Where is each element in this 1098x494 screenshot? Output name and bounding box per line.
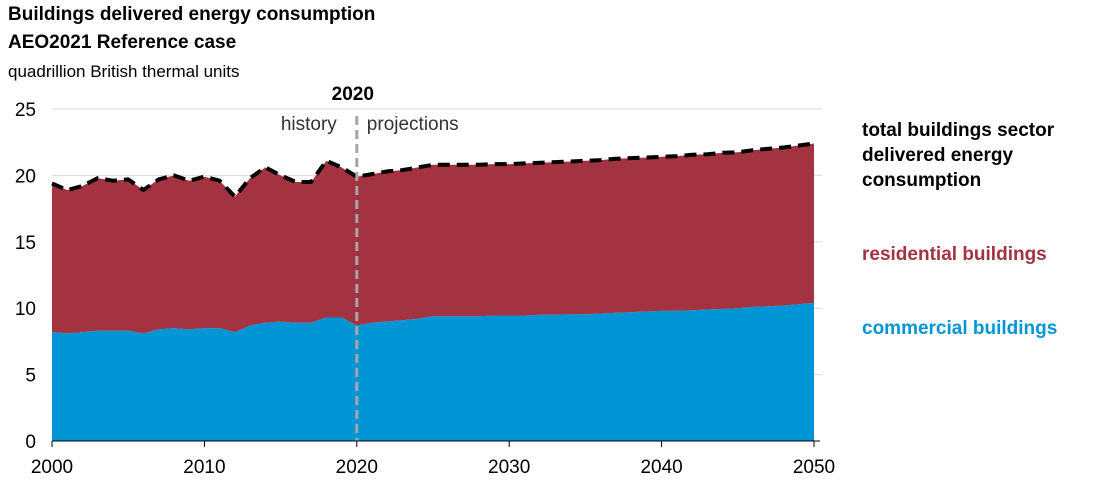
area-residential-buildings [52,143,814,334]
chart-subtitle: AEO2021 Reference case [8,32,237,53]
x-tick-label: 2030 [488,457,530,478]
area-commercial-buildings [52,302,814,441]
x-tick-label: 2020 [336,457,378,478]
y-tick-label: 25 [15,100,36,121]
y-tick-label: 5 [25,366,36,387]
legend-commercial-buildings: commercial buildings [862,318,1058,339]
x-axis-ticks [51,441,815,447]
x-tick-label: 2040 [640,457,682,478]
x-tick-label: 2010 [183,457,225,478]
chart-title: Buildings delivered energy consumption [8,4,376,25]
y-axis-labels: 0 5 10 15 20 25 [15,100,36,453]
y-tick-label: 20 [15,166,36,187]
y-tick-label: 10 [15,299,36,320]
legend-residential-buildings: residential buildings [862,244,1047,265]
legend-total-buildings: total buildings sector delivered energy … [862,120,1055,191]
x-tick-label: 2000 [31,457,73,478]
total-line [51,141,815,199]
x-axis-labels: 2000 2010 2020 2030 2040 2050 [31,457,835,478]
y-tick-label: 0 [25,432,36,453]
units-label: quadrillion British thermal units [8,62,240,81]
divider-year-label: 2020 [332,84,374,105]
history-label: history [281,114,337,135]
projections-label: projections [367,114,459,135]
y-tick-label: 15 [15,233,36,254]
x-tick-label: 2050 [793,457,835,478]
